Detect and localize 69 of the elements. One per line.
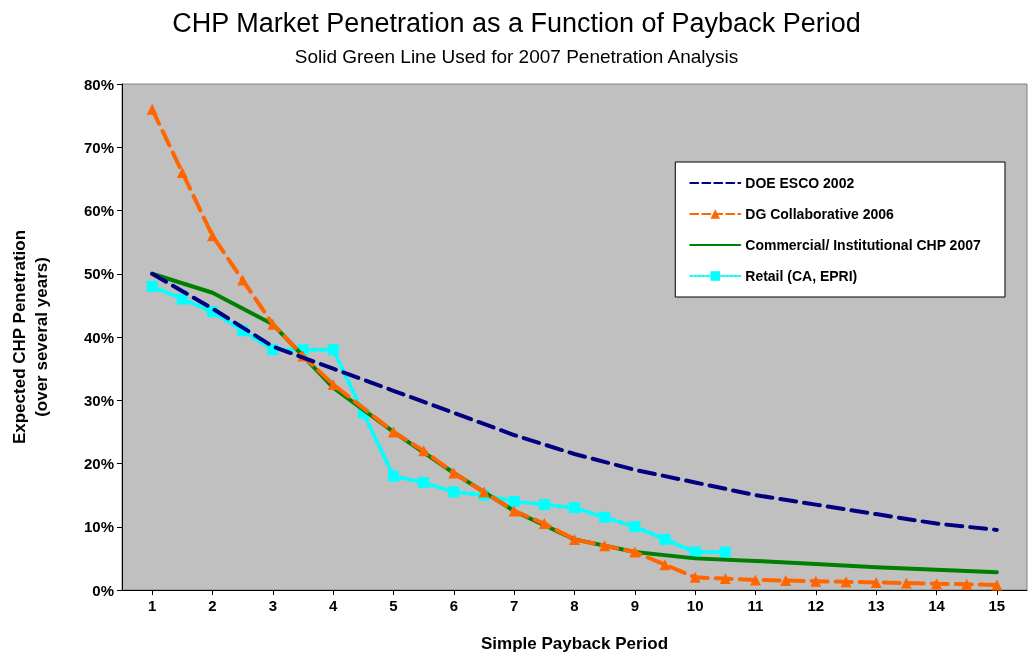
y-tick-label: 0% — [92, 581, 114, 599]
point — [991, 579, 1003, 591]
x-tick-label: 2 — [208, 597, 217, 614]
point — [900, 577, 912, 589]
x-tick-label: 10 — [686, 597, 704, 614]
point — [569, 533, 580, 545]
point — [659, 559, 671, 571]
y-tick-label: 80% — [83, 75, 114, 93]
x-tick-label: 14 — [928, 597, 946, 614]
point — [508, 495, 520, 507]
point — [388, 470, 399, 482]
x-tick-label: 8 — [570, 597, 579, 614]
point — [629, 546, 641, 558]
point — [508, 505, 520, 517]
y-tick-label: 10% — [83, 518, 114, 536]
chart-title: CHP Market Penetration as a Function of Payback Period — [172, 7, 861, 38]
x-axis-title: Simple Payback Period — [480, 633, 669, 653]
chart-subtitle: Solid Green Line Used for 2007 Penetration Analysis — [294, 46, 739, 67]
x-tick-label: 5 — [389, 597, 398, 614]
legend-label: Commercial/ Institutional CHP 2007 — [745, 237, 981, 253]
point — [388, 426, 399, 438]
y-tick-label: 20% — [83, 455, 114, 472]
point — [599, 540, 611, 552]
x-tick-label: 3 — [268, 597, 278, 614]
point — [810, 575, 822, 587]
point — [780, 575, 792, 587]
y-tick-label: 50% — [83, 265, 114, 283]
point — [840, 576, 852, 588]
point — [448, 486, 460, 498]
x-tick-label: 1 — [147, 597, 157, 614]
point — [146, 103, 158, 115]
point — [418, 476, 430, 488]
point — [538, 518, 550, 530]
x-tick-label: 7 — [509, 597, 519, 614]
y-tick-label: 60% — [83, 202, 114, 219]
point — [146, 280, 158, 292]
point — [569, 502, 580, 514]
point — [599, 511, 611, 523]
point — [418, 445, 430, 457]
y-axis-title: Expected CHP Penetration (over several years) — [9, 229, 51, 445]
point — [870, 576, 882, 588]
x-tick-label: 4 — [328, 597, 338, 614]
y-tick-label: 70% — [83, 138, 114, 156]
legend-label: DOE ESCO 2002 — [745, 175, 855, 191]
point — [659, 533, 671, 545]
point — [689, 571, 701, 583]
point — [207, 230, 218, 242]
point — [719, 573, 731, 585]
legend-label: Retail (CA, EPRI) — [745, 268, 858, 284]
legend-label: DG Collaborative 2006 — [745, 206, 895, 222]
x-tick-label: 6 — [449, 597, 459, 614]
x-tick-label: 12 — [807, 597, 825, 614]
point — [961, 578, 973, 590]
y-tick-label: 40% — [83, 328, 114, 346]
y-tick-label: 30% — [83, 391, 114, 409]
point — [237, 274, 249, 286]
point — [719, 546, 731, 558]
x-tick-label: 13 — [867, 597, 885, 614]
x-tick-label: 15 — [988, 597, 1006, 614]
point — [931, 578, 942, 590]
x-tick-label: 9 — [630, 597, 640, 614]
x-tick-label: 11 — [747, 597, 764, 614]
point — [750, 574, 761, 586]
point — [176, 293, 188, 305]
point — [629, 521, 641, 533]
point — [538, 499, 550, 511]
point — [327, 344, 339, 356]
point — [176, 167, 188, 179]
point — [448, 467, 460, 479]
